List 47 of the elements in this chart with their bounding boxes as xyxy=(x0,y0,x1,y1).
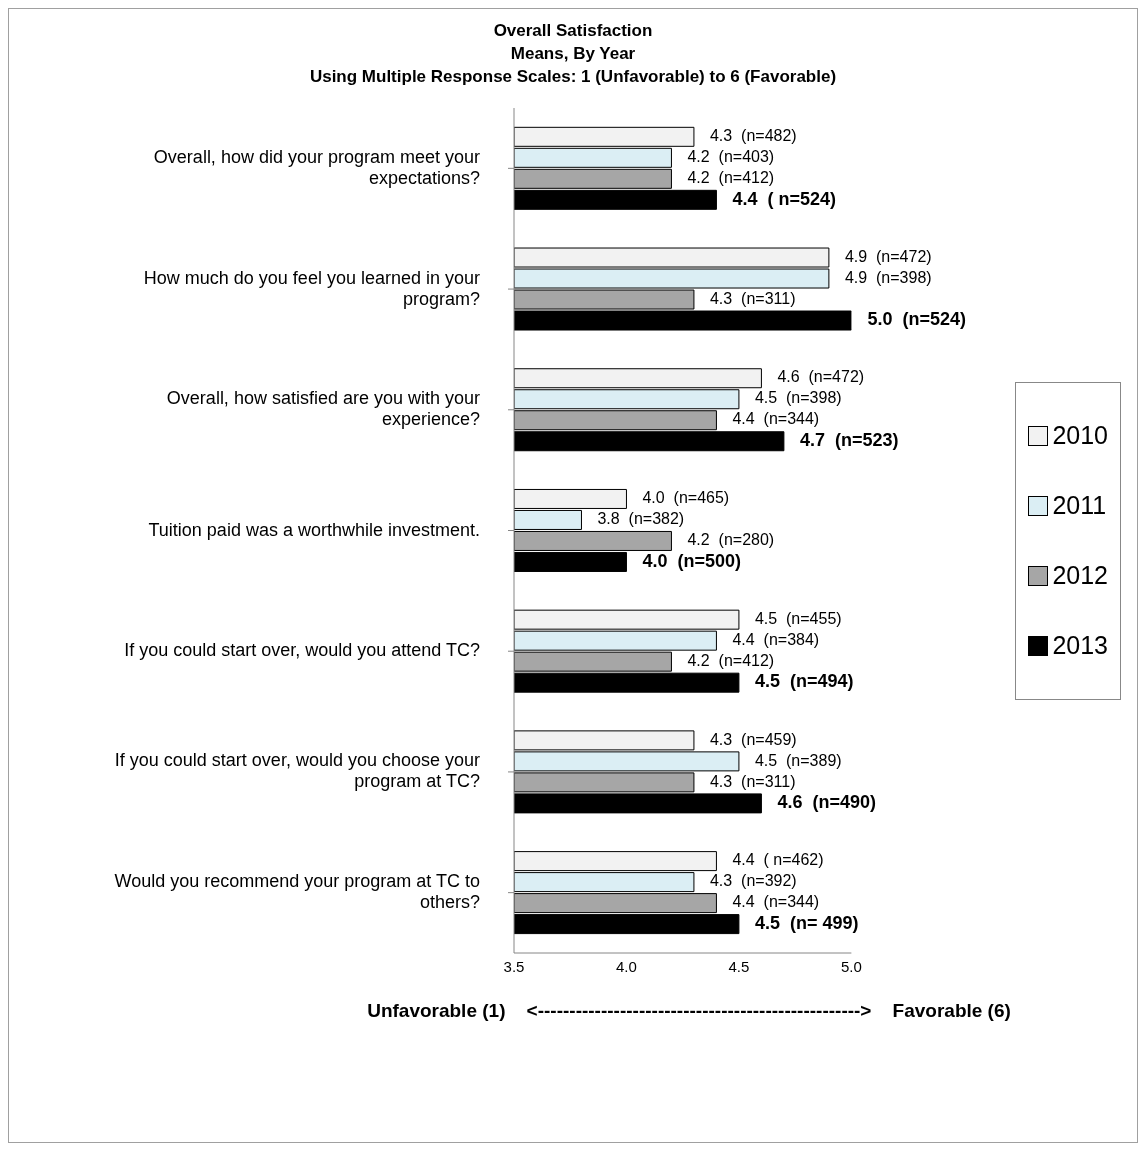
data-label: 4.0 (n=465) xyxy=(642,489,730,507)
x-tick-label: 3.5 xyxy=(503,957,525,975)
x-tick-label: 4.5 xyxy=(728,957,750,975)
y-tick-label: Tuition paid was a worthwhile investment. xyxy=(148,519,480,540)
data-label: 3.8 (n=382) xyxy=(597,510,685,528)
chart-subtitle: Means, By Year xyxy=(509,43,637,65)
data-label: 4.3 (n=482) xyxy=(709,127,797,145)
data-label: 4.5 (n= 499) xyxy=(754,912,859,933)
data-label: 4.9 (n=398) xyxy=(844,268,932,286)
data-label: 4.3 (n=311) xyxy=(709,772,796,790)
text: Using Multiple Response Scales: 1 (Unfavorable) to 6 (Favorable) xyxy=(308,66,838,88)
data-label: 4.0 (n=500) xyxy=(642,550,742,571)
data-label: 4.2 (n=403) xyxy=(687,148,775,166)
x-axis-title: Unfavorable (1) <---------------------------------------------------> Favorable (6) xyxy=(367,1000,1011,1021)
data-label: 5.0 (n=524) xyxy=(867,309,966,330)
data-label: 4.2 (n=280) xyxy=(687,531,775,549)
data-label: 4.4 (n=344) xyxy=(732,410,820,428)
data-label: 4.5 (n=389) xyxy=(754,751,842,769)
y-tick-label: Would you recommend your program at TC to others? xyxy=(114,870,480,912)
chart-title: Overall Satisfaction xyxy=(492,20,654,42)
data-label: 4.3 (n=311) xyxy=(709,289,796,307)
data-label: 4.4 (n=384) xyxy=(732,630,820,648)
y-tick-label: If you could start over, would you choose your program at TC? xyxy=(114,750,481,792)
x-tick-label: 5.0 xyxy=(840,957,862,975)
data-label: 4.5 (n=398) xyxy=(754,389,842,407)
data-label: 4.9 (n=472) xyxy=(844,247,932,265)
data-label: 4.3 (n=392) xyxy=(709,872,797,890)
data-label: 4.7 (n=523) xyxy=(799,429,899,450)
y-tick-label: Overall, how did your program meet your expectations? xyxy=(153,146,480,188)
y-tick-label: If you could start over, would you attend TC? xyxy=(124,639,480,660)
data-label: 4.4 (n=344) xyxy=(732,893,820,911)
data-label: 4.4 ( n=462) xyxy=(732,851,824,869)
y-tick-label: How much do you feel you learned in your program? xyxy=(143,267,480,309)
data-label: 4.2 (n=412) xyxy=(687,651,775,669)
legend-label: 2010 xyxy=(1052,421,1108,450)
data-label: 4.4 ( n=524) xyxy=(732,188,836,209)
legend-label: 2012 xyxy=(1052,561,1108,590)
data-label: 4.2 (n=412) xyxy=(687,169,775,187)
data-label: 4.3 (n=459) xyxy=(709,730,797,748)
legend-label: 2011 xyxy=(1052,491,1107,520)
legend-label: 2013 xyxy=(1052,631,1108,660)
data-label: 4.5 (n=455) xyxy=(754,609,842,627)
data-label: 4.5 (n=494) xyxy=(754,671,854,692)
data-label: 4.6 (n=472) xyxy=(777,368,865,386)
data-label: 4.6 (n=490) xyxy=(777,792,876,813)
y-tick-label: Overall, how satisfied are you with your experience? xyxy=(166,388,480,430)
x-tick-label: 4.0 xyxy=(616,957,637,975)
